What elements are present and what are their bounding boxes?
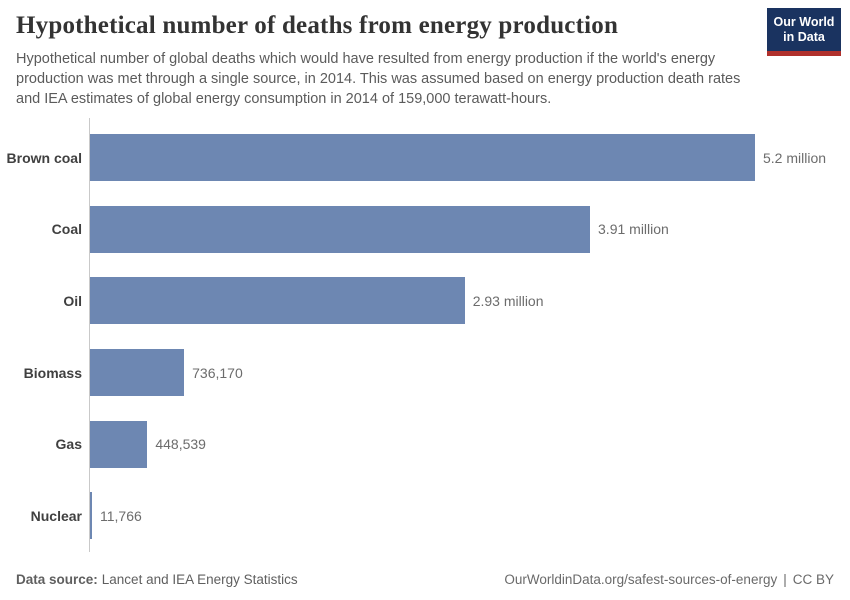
bar-biomass[interactable] xyxy=(90,349,185,397)
category-label-gas: Gas xyxy=(55,436,82,453)
y-axis-line xyxy=(89,118,90,552)
bar-nuclear[interactable] xyxy=(90,492,92,540)
chart-footer: Data source: Lancet and IEA Energy Statis… xyxy=(16,572,834,587)
bar-row: Nuclear 11,766 xyxy=(0,480,850,552)
attribution: OurWorldinData.org/safest-sources-of-ene… xyxy=(504,572,834,587)
bar-row: Coal 3.91 million xyxy=(0,194,850,266)
category-label-oil: Oil xyxy=(63,292,82,309)
owid-logo-line1: Our World xyxy=(773,15,835,29)
category-label-nuclear: Nuclear xyxy=(30,507,82,524)
data-source-label: Data source: xyxy=(16,572,98,587)
value-label: 2.93 million xyxy=(472,292,544,309)
category-label-brown-coal: Brown coal xyxy=(6,149,82,166)
bar-row: Brown coal 5.2 million xyxy=(0,122,850,194)
value-label: 736,170 xyxy=(192,364,243,381)
bar-brown-coal[interactable] xyxy=(90,134,755,182)
owid-logo-line2: in Data xyxy=(783,30,825,44)
bar-rows: Brown coal 5.2 million Coal 3.91 million Oil… xyxy=(0,122,850,552)
data-source-value: Lancet and IEA Energy Statistics xyxy=(101,572,298,587)
value-label: 3.91 million xyxy=(598,221,669,238)
bar-row: Biomass 736,170 xyxy=(0,337,850,409)
license-badge[interactable]: CC BY xyxy=(792,572,834,587)
data-source: Data source: Lancet and IEA Energy Statis… xyxy=(16,572,298,587)
attribution-separator: | xyxy=(783,572,787,587)
chart-subtitle: Hypothetical number of global deaths whi… xyxy=(16,51,741,107)
chart-title: Hypothetical number of deaths from energ… xyxy=(16,12,619,39)
category-label-biomass: Biomass xyxy=(23,364,82,381)
value-label: 448,539 xyxy=(155,436,206,453)
owid-logo[interactable]: Our World in Data xyxy=(767,8,841,56)
category-label-coal: Coal xyxy=(51,221,82,238)
bar-row: Oil 2.93 million xyxy=(0,265,850,337)
bar-row: Gas 448,539 xyxy=(0,408,850,480)
chart-header: Hypothetical number of deaths from energ… xyxy=(16,12,834,109)
bar-gas[interactable] xyxy=(90,420,148,468)
bar-oil[interactable] xyxy=(90,277,465,325)
attribution-url[interactable]: OurWorldinData.org/safest-sources-of-ene… xyxy=(504,572,778,587)
bar-coal[interactable] xyxy=(90,205,591,253)
value-label: 11,766 xyxy=(100,507,142,524)
value-label: 5.2 million xyxy=(763,149,827,166)
bar-chart: Brown coal 5.2 million Coal 3.91 million Oil… xyxy=(0,118,850,556)
